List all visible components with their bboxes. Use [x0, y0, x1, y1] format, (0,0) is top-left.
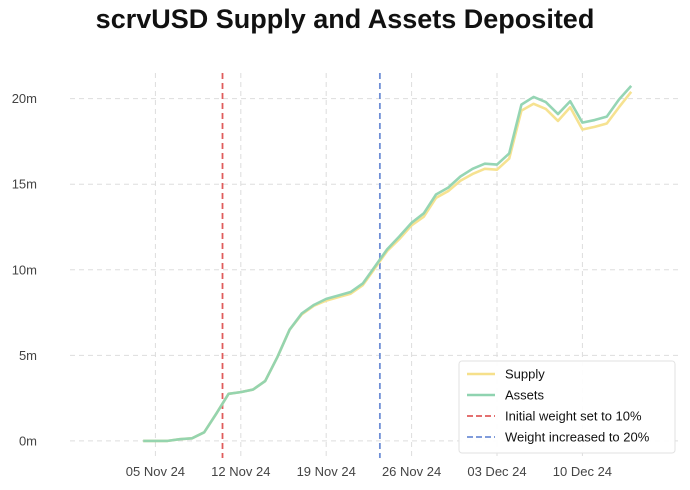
- y-tick-label: 5m: [19, 348, 37, 363]
- y-tick-label: 20m: [12, 91, 37, 106]
- y-tick-label: 10m: [12, 262, 37, 277]
- event-lines: [221, 73, 381, 458]
- series-line-assets: [143, 84, 633, 443]
- y-tick-label: 0m: [19, 433, 37, 448]
- x-tick-label: 19 Nov 24: [297, 464, 356, 479]
- series-lines: [143, 84, 633, 443]
- x-tick-label: 10 Dec 24: [553, 464, 612, 479]
- y-tick-label: 15m: [12, 177, 37, 192]
- x-tick-label: 03 Dec 24: [467, 464, 526, 479]
- legend: Supply Assets Initial weight set to 10% Wei…: [458, 360, 676, 454]
- y-axis-ticks: 0m 5m 10m 15m 20m: [12, 91, 37, 448]
- legend-label: Assets: [505, 388, 545, 403]
- legend-label: Initial weight set to 10%: [505, 409, 642, 424]
- legend-label: Supply: [505, 367, 545, 382]
- x-tick-label: 12 Nov 24: [211, 464, 270, 479]
- x-tick-label: 05 Nov 24: [126, 464, 185, 479]
- x-axis-ticks: 05 Nov 24 12 Nov 24 19 Nov 24 26 Nov 24 03 D…: [126, 464, 612, 479]
- x-tick-label: 26 Nov 24: [382, 464, 441, 479]
- legend-box: [458, 360, 676, 454]
- chart-title: scrvUSD Supply and Assets Deposited: [95, 4, 595, 34]
- legend-label: Weight increased to 20%: [505, 430, 650, 445]
- grid: [70, 73, 680, 458]
